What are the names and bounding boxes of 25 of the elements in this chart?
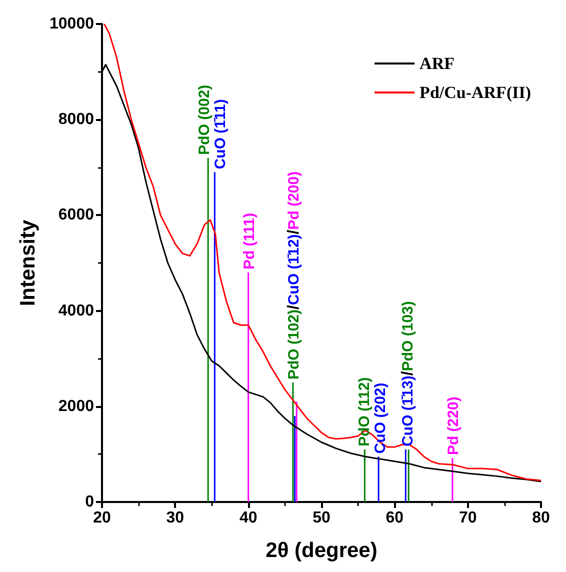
annotation: Pd (111) [240,212,258,270]
legend-label: ARF [420,54,455,73]
x-tick-label: 70 [458,510,477,526]
y-tick-label: 8000 [58,111,94,128]
y-tick-label: 2000 [58,398,94,415]
x-tick-label: 20 [93,510,111,526]
legend-label: Pd/Cu-ARF(II) [420,83,532,102]
annotation: PdO (002) [196,84,213,155]
x-tick-label: 80 [532,510,550,526]
y-axis-title: Intensity [16,220,40,306]
annotation: CuO (1̄13)/PdO (103) [400,301,417,446]
y-tick-label: 0 [85,494,94,510]
x-tick-label: 40 [239,510,258,526]
x-axis-title: 2θ (degree) [266,539,378,562]
annotation: CuO (202) [372,382,390,454]
annotation: CuO (1̄11) [212,99,229,170]
annotation: PdO (102)/CuO (1̄12)/Pd (200) [285,171,302,380]
x-tick-label: 30 [166,510,184,526]
annotation: Pd (220) [444,396,462,456]
annotation: PdO (112) [356,377,374,446]
y-tick-label: 4000 [58,302,94,320]
y-tick-label: 10000 [50,16,94,32]
x-tick-label: 50 [312,510,330,526]
x-tick-label: 60 [386,510,404,526]
y-tick-label: 6000 [58,206,94,224]
